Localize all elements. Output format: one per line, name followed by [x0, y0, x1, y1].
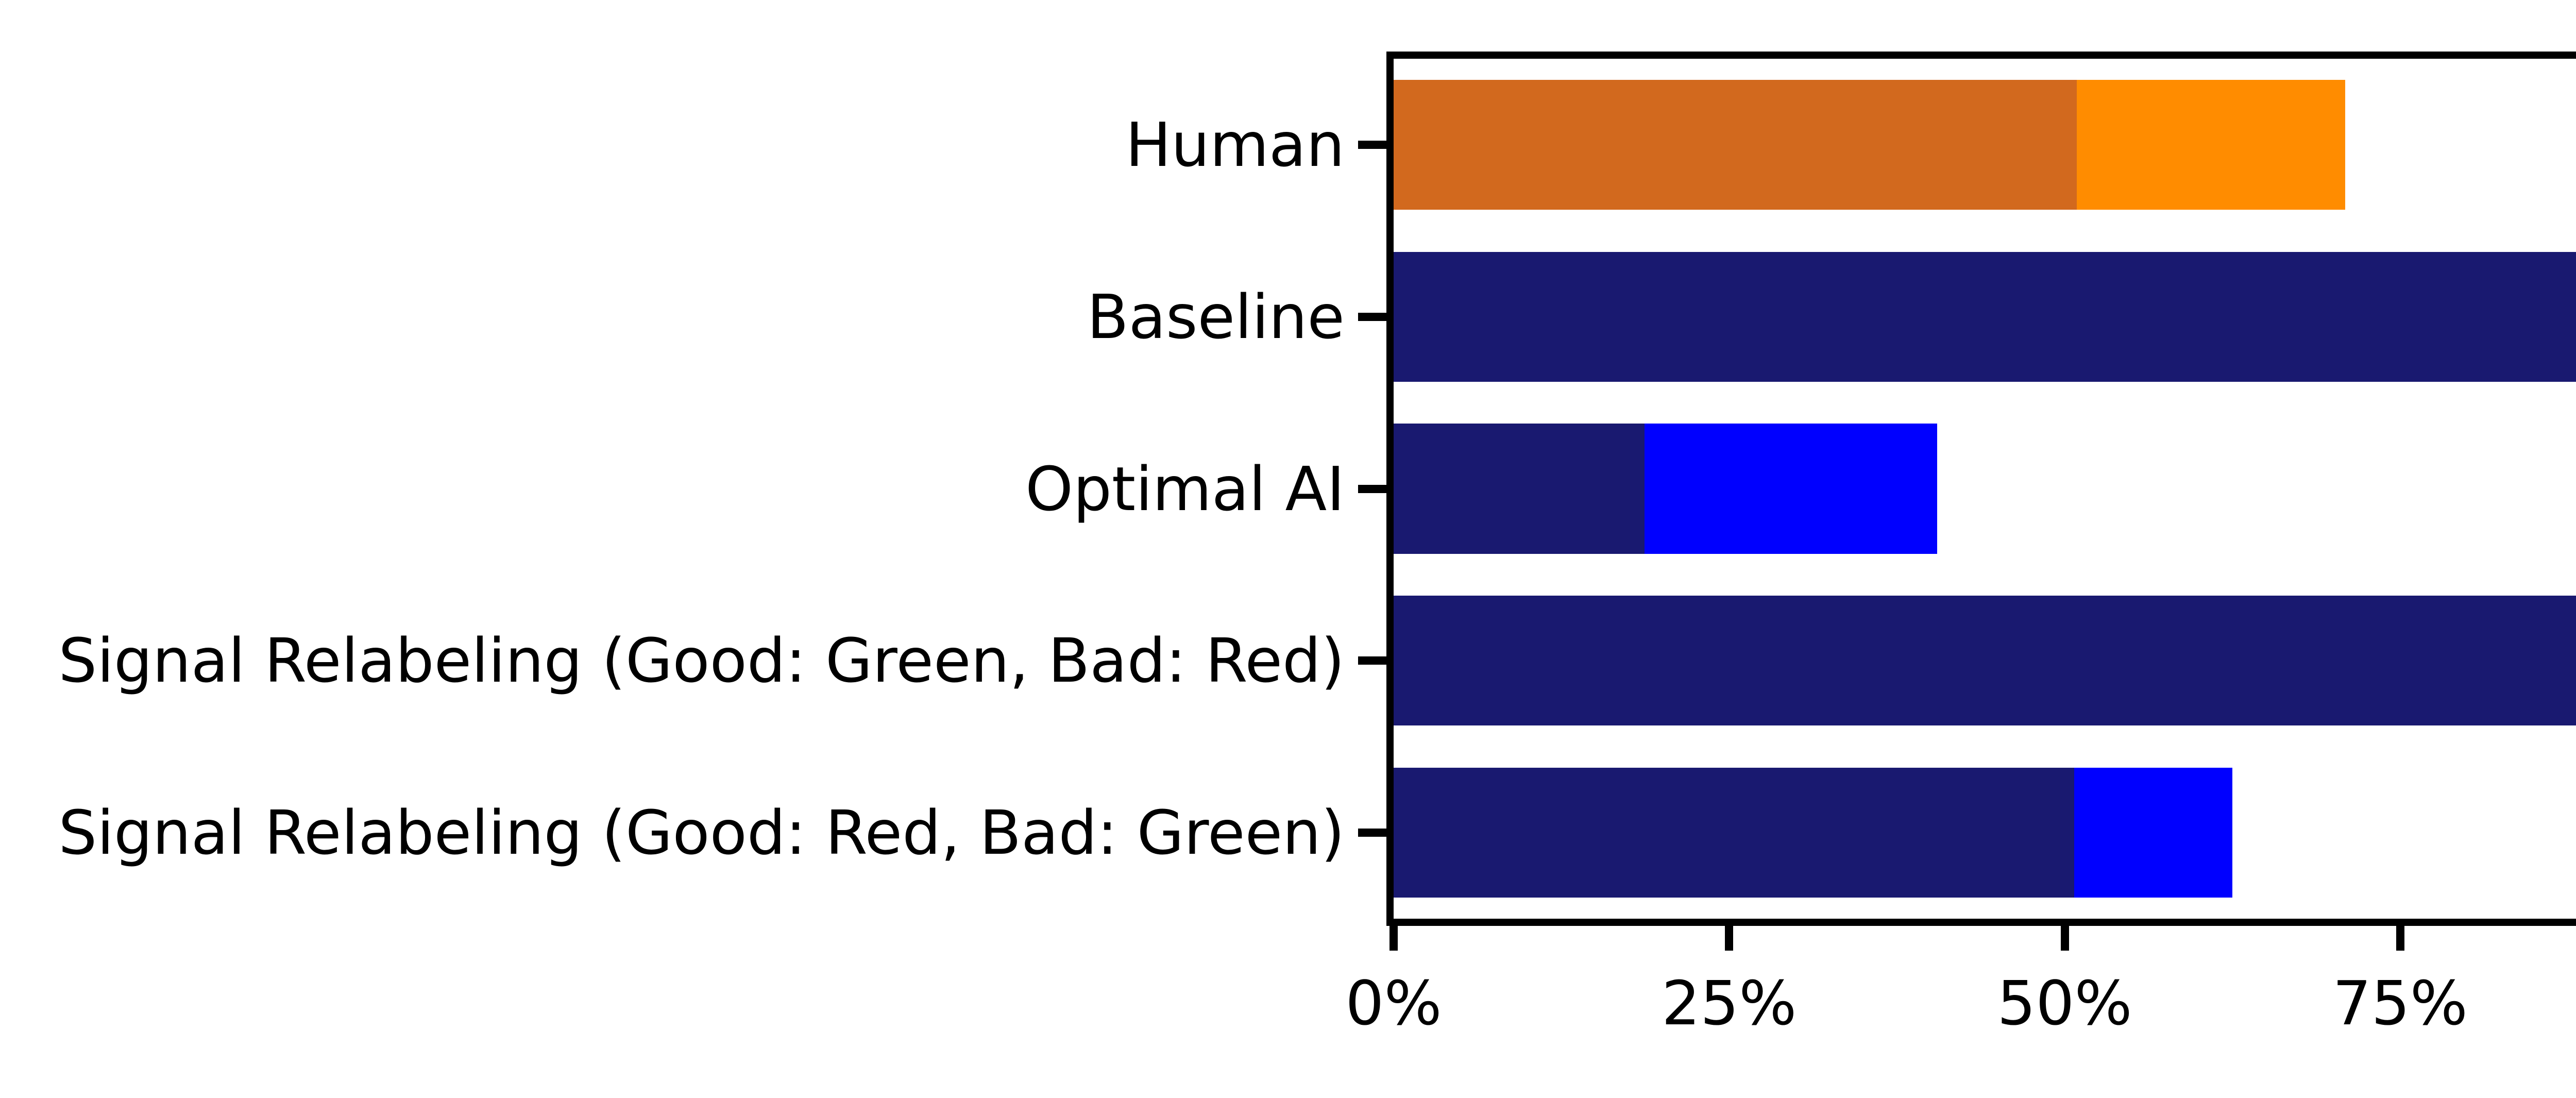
- bar-segment-dark-optimal-ai: [1394, 424, 1645, 554]
- x-tick-label-50: 50%: [1997, 968, 2132, 1039]
- y-tick-signal-relabeling-good-red-bad-green: [1358, 829, 1386, 837]
- y-label-human: Human: [1125, 109, 1345, 180]
- x-tick-50: [2060, 922, 2069, 951]
- bar-segment-light-signal-relabeling-good-red-bad-green: [2074, 768, 2233, 898]
- bar-segment-dark-human: [1394, 79, 2077, 210]
- plot-inner-region: [1394, 59, 2576, 919]
- y-tick-optimal-ai: [1358, 484, 1386, 493]
- bar-segment-dark-signal-relabeling-good-green-bad-red: [1394, 596, 2576, 726]
- y-tick-human: [1358, 140, 1386, 149]
- bar-segment-dark-signal-relabeling-good-red-bad-green: [1394, 768, 2074, 898]
- y-label-signal-relabeling-good-red-bad-green: Signal Relabeling (Good: Red, Bad: Green…: [58, 797, 1345, 869]
- bar-segment-dark-baseline: [1394, 251, 2576, 382]
- x-tick-label-25: 25%: [1662, 968, 1797, 1039]
- y-label-optimal-ai: Optimal AI: [1025, 453, 1345, 525]
- bar-segment-light-human: [2076, 79, 2345, 210]
- x-tick-75: [2396, 922, 2404, 951]
- x-tick-label-75: 75%: [2332, 968, 2468, 1039]
- y-label-baseline: Baseline: [1087, 281, 1345, 352]
- y-label-signal-relabeling-good-green-bad-red: Signal Relabeling (Good: Green, Bad: Red…: [58, 625, 1345, 697]
- x-tick-label-0: 0%: [1345, 968, 1442, 1039]
- plot-area: [1386, 52, 2576, 926]
- x-tick-0: [1389, 922, 1398, 951]
- bar-segment-light-optimal-ai: [1645, 424, 1937, 554]
- x-tick-25: [1725, 922, 1734, 951]
- y-tick-signal-relabeling-good-green-bad-red: [1358, 656, 1386, 665]
- y-tick-baseline: [1358, 312, 1386, 321]
